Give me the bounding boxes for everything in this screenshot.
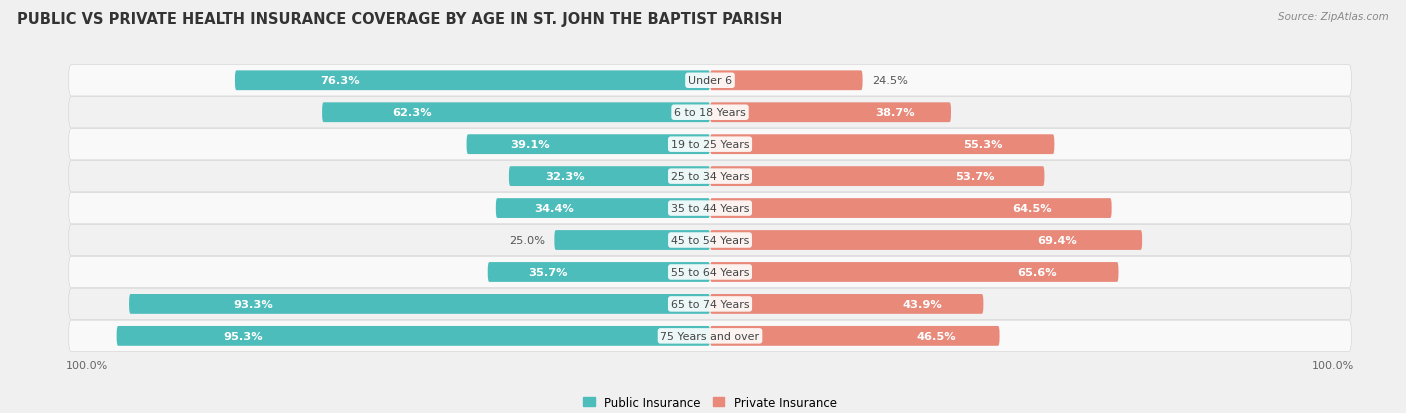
Text: 35.7%: 35.7% [527, 267, 567, 277]
FancyBboxPatch shape [69, 193, 1351, 224]
FancyBboxPatch shape [710, 167, 1045, 187]
FancyBboxPatch shape [235, 71, 710, 91]
FancyBboxPatch shape [509, 167, 710, 187]
Text: 75 Years and over: 75 Years and over [661, 331, 759, 341]
Text: 65 to 74 Years: 65 to 74 Years [671, 299, 749, 309]
Text: 93.3%: 93.3% [233, 299, 273, 309]
Text: 43.9%: 43.9% [903, 299, 942, 309]
FancyBboxPatch shape [710, 103, 950, 123]
FancyBboxPatch shape [69, 257, 1351, 288]
Text: Source: ZipAtlas.com: Source: ZipAtlas.com [1278, 12, 1389, 22]
FancyBboxPatch shape [69, 320, 1351, 352]
Text: 25.0%: 25.0% [509, 235, 546, 245]
FancyBboxPatch shape [488, 262, 710, 282]
FancyBboxPatch shape [129, 294, 710, 314]
FancyBboxPatch shape [710, 71, 863, 91]
Text: 65.6%: 65.6% [1018, 267, 1057, 277]
Text: 55 to 64 Years: 55 to 64 Years [671, 267, 749, 277]
FancyBboxPatch shape [69, 65, 1351, 97]
FancyBboxPatch shape [69, 97, 1351, 128]
Text: 6 to 18 Years: 6 to 18 Years [673, 108, 747, 118]
Text: 46.5%: 46.5% [917, 331, 956, 341]
FancyBboxPatch shape [710, 135, 1054, 155]
FancyBboxPatch shape [322, 103, 710, 123]
Text: 64.5%: 64.5% [1012, 204, 1052, 214]
FancyBboxPatch shape [710, 199, 1112, 218]
FancyBboxPatch shape [496, 199, 710, 218]
FancyBboxPatch shape [710, 294, 983, 314]
Text: 19 to 25 Years: 19 to 25 Years [671, 140, 749, 150]
Text: 55.3%: 55.3% [963, 140, 1002, 150]
FancyBboxPatch shape [710, 262, 1119, 282]
Text: 38.7%: 38.7% [875, 108, 915, 118]
FancyBboxPatch shape [467, 135, 710, 155]
FancyBboxPatch shape [117, 326, 710, 346]
Text: Under 6: Under 6 [688, 76, 733, 86]
Text: 95.3%: 95.3% [224, 331, 263, 341]
Text: 39.1%: 39.1% [510, 140, 550, 150]
Text: 24.5%: 24.5% [872, 76, 908, 86]
Text: 69.4%: 69.4% [1038, 235, 1077, 245]
FancyBboxPatch shape [69, 225, 1351, 256]
Text: 35 to 44 Years: 35 to 44 Years [671, 204, 749, 214]
FancyBboxPatch shape [710, 230, 1142, 250]
Text: 25 to 34 Years: 25 to 34 Years [671, 172, 749, 182]
Text: 45 to 54 Years: 45 to 54 Years [671, 235, 749, 245]
FancyBboxPatch shape [710, 326, 1000, 346]
FancyBboxPatch shape [554, 230, 710, 250]
Text: 53.7%: 53.7% [955, 172, 994, 182]
FancyBboxPatch shape [69, 289, 1351, 320]
FancyBboxPatch shape [69, 129, 1351, 160]
Text: 32.3%: 32.3% [546, 172, 585, 182]
Text: PUBLIC VS PRIVATE HEALTH INSURANCE COVERAGE BY AGE IN ST. JOHN THE BAPTIST PARIS: PUBLIC VS PRIVATE HEALTH INSURANCE COVER… [17, 12, 782, 27]
Legend: Public Insurance, Private Insurance: Public Insurance, Private Insurance [578, 392, 842, 413]
Text: 62.3%: 62.3% [392, 108, 432, 118]
Text: 76.3%: 76.3% [321, 76, 360, 86]
Text: 34.4%: 34.4% [534, 204, 574, 214]
FancyBboxPatch shape [69, 161, 1351, 192]
